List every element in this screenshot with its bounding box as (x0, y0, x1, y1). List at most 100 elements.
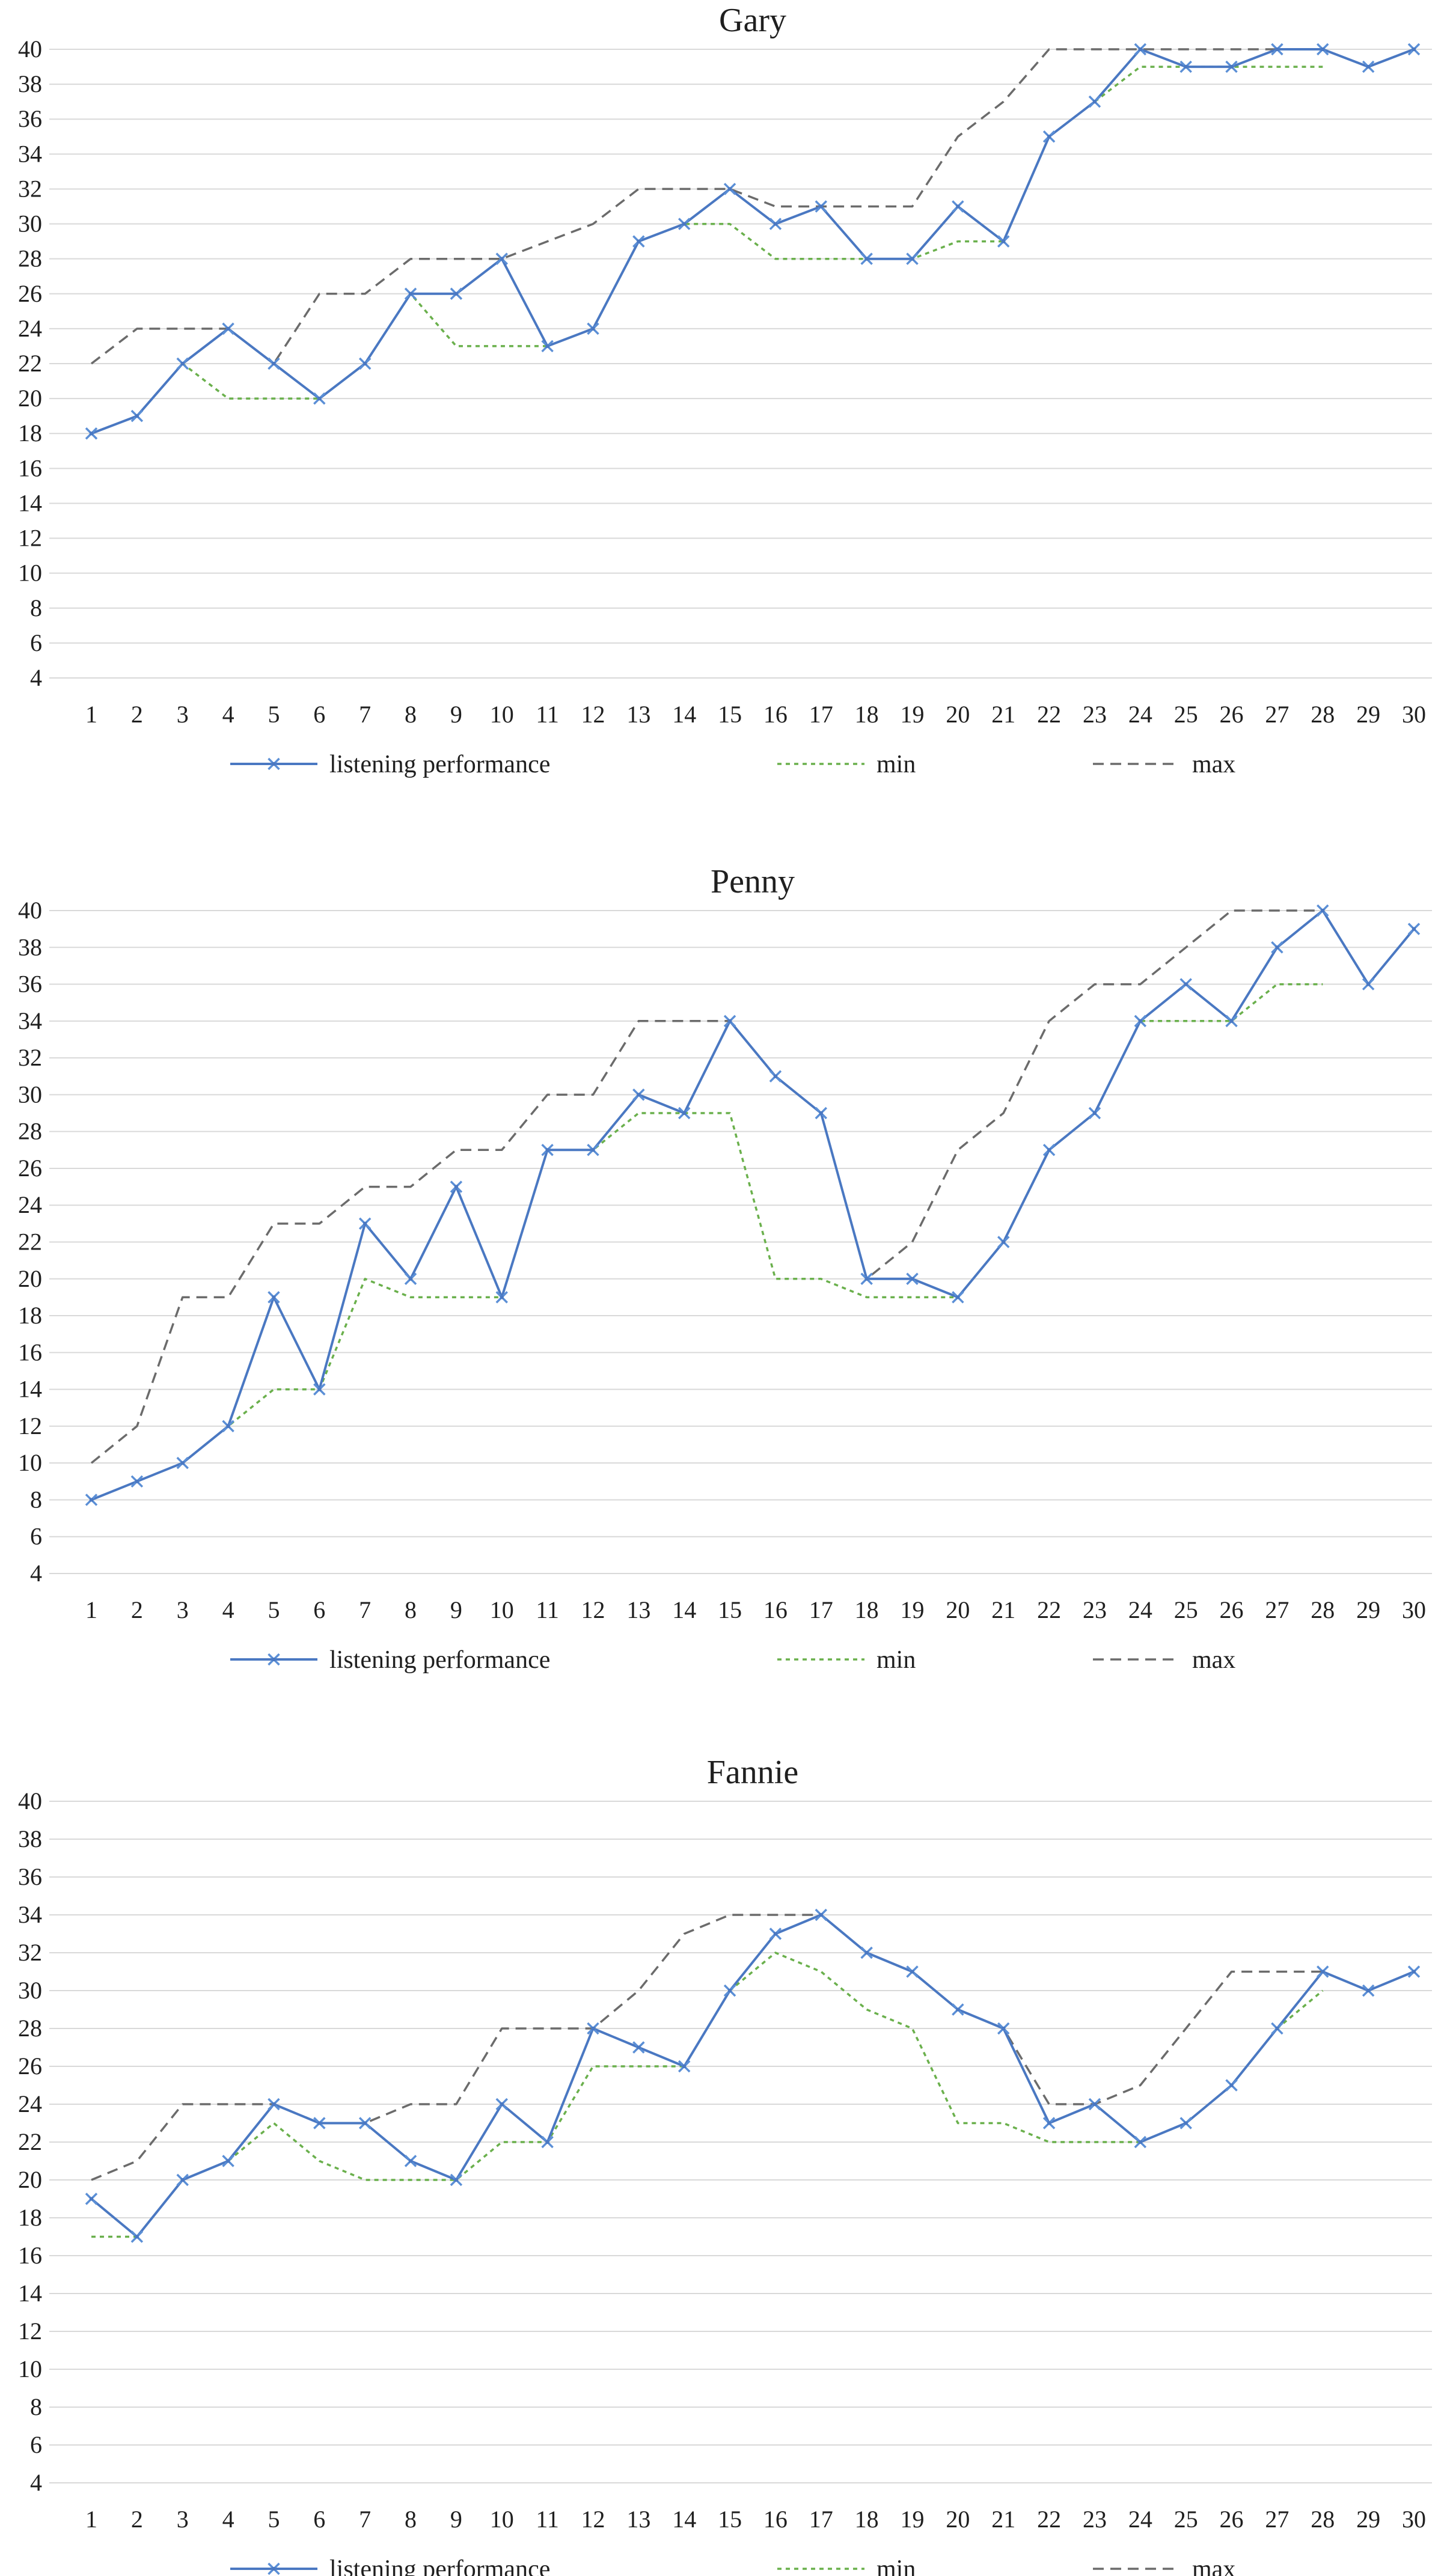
y-tick-label: 38 (18, 933, 42, 960)
x-tick-label: 25 (1174, 1596, 1198, 1623)
y-tick-label: 38 (18, 70, 42, 97)
x-tick-label: 28 (1311, 701, 1335, 728)
x-tick-label: 9 (450, 701, 462, 728)
y-tick-label: 30 (18, 1081, 42, 1108)
x-tick-label: 9 (450, 1596, 462, 1623)
y-tick-label: 14 (18, 2280, 42, 2307)
x-tick-label: 12 (581, 701, 605, 728)
series-line-listening-performance (91, 48, 1415, 435)
x-tick-label: 5 (268, 2506, 280, 2533)
x-tick-label: 24 (1128, 701, 1152, 728)
x-tick-label: 20 (946, 1596, 970, 1623)
y-tick-label: 8 (30, 2393, 42, 2420)
x-tick-label: 10 (490, 2506, 514, 2533)
x-tick-label: 11 (536, 2506, 559, 2533)
x-tick-label: 15 (718, 2506, 742, 2533)
y-tick-label: 36 (18, 105, 42, 132)
x-tick-label: 19 (901, 1596, 925, 1623)
legend-label-performance: listening performance (329, 751, 550, 778)
series-line-min (91, 1952, 1324, 2238)
y-tick-label: 8 (30, 594, 42, 621)
chart-title: Fannie (707, 1754, 798, 1791)
x-tick-label: 21 (991, 1596, 1015, 1623)
x-tick-label: 23 (1083, 2506, 1107, 2533)
y-tick-label: 34 (18, 140, 42, 167)
y-tick-label: 16 (18, 454, 42, 481)
y-tick-label: 14 (18, 489, 42, 516)
y-tick-label: 22 (18, 350, 42, 377)
x-tick-label: 7 (359, 1596, 371, 1623)
series-line-max (90, 48, 1323, 365)
x-tick-label: 16 (763, 701, 788, 728)
y-tick-label: 40 (18, 35, 42, 63)
x-tick-label: 9 (450, 2506, 462, 2533)
x-tick-label: 24 (1128, 2506, 1152, 2533)
x-tick-label: 17 (809, 1596, 833, 1623)
series-line-max (91, 1914, 1323, 2181)
x-tick-label: 16 (763, 1596, 788, 1623)
y-tick-label: 4 (30, 664, 42, 691)
x-tick-label: 2 (131, 1596, 143, 1623)
x-tick-label: 20 (946, 701, 970, 728)
x-tick-label: 30 (1402, 1596, 1426, 1623)
chart-title: Penny (711, 863, 795, 900)
series-line-listening-performance (90, 1914, 1415, 2238)
y-tick-label: 26 (18, 280, 42, 307)
y-tick-label: 34 (18, 1901, 42, 1928)
series-line-max (90, 909, 1323, 1464)
series-line-min (91, 983, 1323, 1501)
x-tick-label: 26 (1220, 701, 1244, 728)
x-tick-label: 2 (131, 2506, 143, 2533)
y-tick-label: 14 (18, 1376, 42, 1403)
x-tick-label: 18 (855, 1596, 879, 1623)
y-tick-label: 24 (18, 1191, 42, 1218)
legend-label-min: min (876, 2556, 916, 2576)
y-tick-label: 26 (18, 2053, 42, 2080)
y-tick-label: 22 (18, 2128, 42, 2155)
y-tick-label: 20 (18, 2166, 42, 2193)
y-tick-label: 18 (18, 420, 42, 447)
x-tick-label: 17 (809, 2506, 833, 2533)
y-tick-label: 36 (18, 1863, 42, 1890)
y-tick-label: 24 (18, 2090, 42, 2117)
y-tick-label: 18 (18, 2204, 42, 2231)
y-tick-label: 28 (18, 2015, 42, 2042)
x-tick-label: 21 (991, 701, 1015, 728)
x-tick-label: 13 (626, 1596, 650, 1623)
y-tick-label: 4 (30, 1560, 42, 1587)
y-tick-label: 12 (18, 2318, 42, 2345)
x-tick-label: 3 (177, 701, 189, 728)
x-tick-label: 14 (672, 2506, 696, 2533)
x-tick-label: 16 (763, 2506, 788, 2533)
x-tick-label: 23 (1083, 701, 1107, 728)
y-tick-label: 6 (30, 2431, 42, 2458)
y-tick-label: 28 (18, 1118, 42, 1145)
y-tick-label: 40 (18, 897, 42, 924)
x-tick-label: 3 (177, 1596, 189, 1623)
y-tick-label: 10 (18, 560, 42, 587)
chart-title: Gary (719, 2, 786, 39)
x-tick-label: 22 (1037, 1596, 1061, 1623)
x-tick-label: 24 (1128, 1596, 1152, 1623)
x-tick-label: 12 (581, 2506, 605, 2533)
x-tick-label: 29 (1356, 2506, 1380, 2533)
x-tick-label: 15 (718, 701, 742, 728)
y-tick-label: 22 (18, 1228, 42, 1256)
x-tick-label: 15 (718, 1596, 742, 1623)
x-tick-label: 4 (222, 1596, 234, 1623)
chart-penny: Penny46810121416182022242628303234363840… (18, 863, 1432, 1674)
y-tick-label: 20 (18, 1265, 42, 1292)
x-tick-label: 26 (1220, 2506, 1244, 2533)
chart-fannie: Fannie4681012141618202224262830323436384… (18, 1754, 1432, 2576)
x-tick-label: 7 (359, 2506, 371, 2533)
x-tick-label: 14 (672, 1596, 696, 1623)
x-tick-label: 1 (85, 701, 97, 728)
x-tick-label: 27 (1265, 701, 1289, 728)
legend-label-max: max (1192, 1646, 1235, 1674)
x-tick-label: 22 (1037, 701, 1061, 728)
y-tick-label: 8 (30, 1486, 42, 1513)
y-tick-label: 10 (18, 1449, 42, 1476)
y-tick-label: 20 (18, 385, 42, 412)
x-tick-label: 29 (1356, 701, 1380, 728)
y-tick-label: 10 (18, 2355, 42, 2382)
